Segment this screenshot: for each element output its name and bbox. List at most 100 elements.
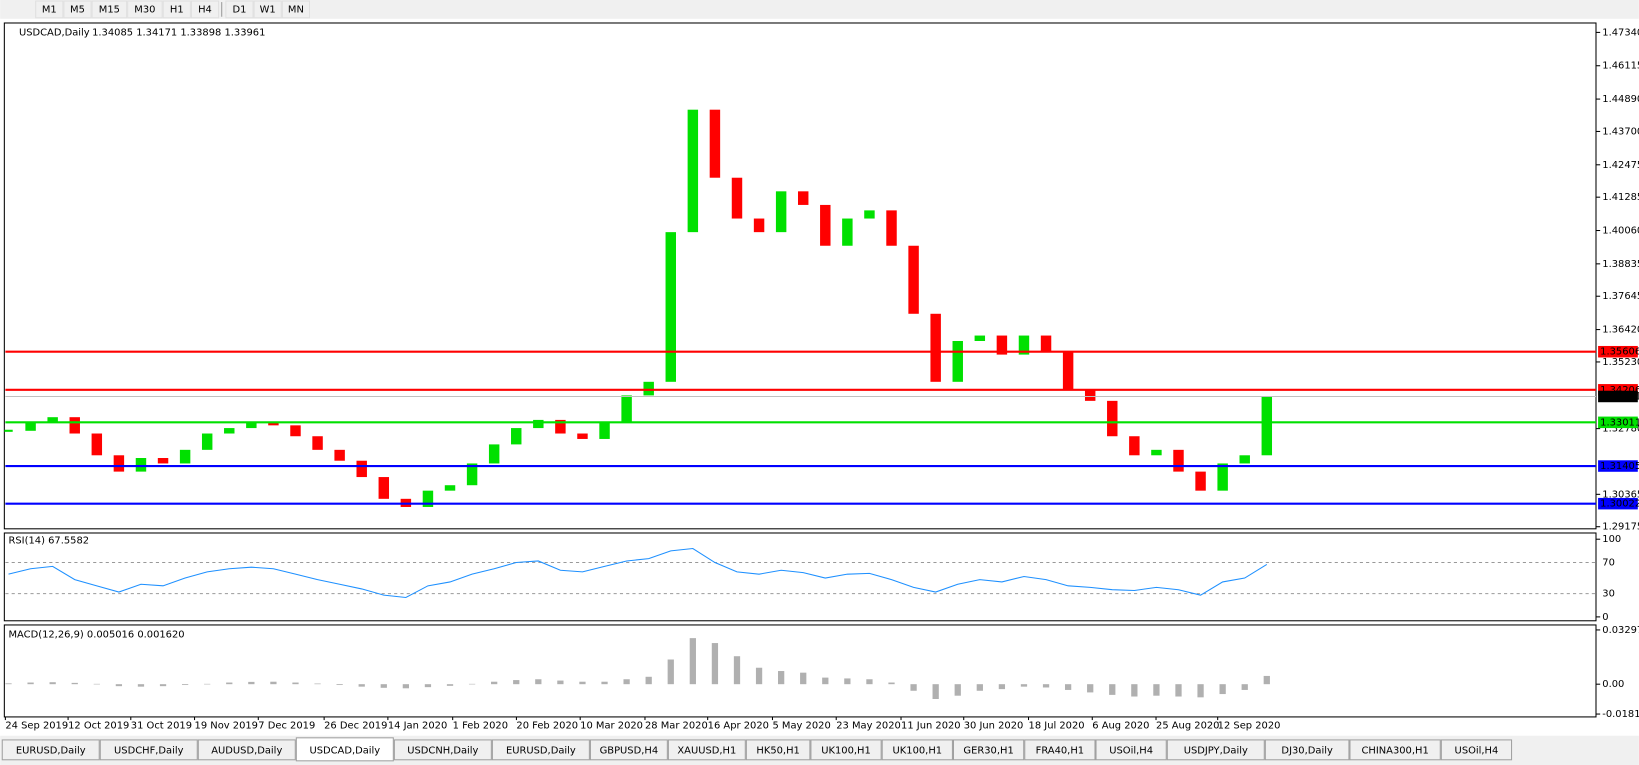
x-tick-label: 7 Dec 2019 xyxy=(258,720,315,731)
tab[interactable] xyxy=(1349,739,1441,761)
tab-label[interactable]: AUDUSD,Daily xyxy=(211,745,282,756)
macd-bar xyxy=(822,677,829,685)
y-tick-label: 1.36420 xyxy=(1602,325,1639,336)
macd-bar xyxy=(1064,684,1072,690)
macd-bar xyxy=(226,682,233,685)
tab-label[interactable]: HK50,H1 xyxy=(756,745,799,756)
tab-label[interactable]: USDCHF,Daily xyxy=(114,745,184,756)
macd-bar xyxy=(1042,684,1050,688)
tab-label[interactable]: EURUSD,Daily xyxy=(506,745,576,756)
tab-label[interactable]: USDCAD,Daily xyxy=(309,745,380,756)
timeframe-button[interactable] xyxy=(127,0,163,19)
tab-label[interactable]: FRA40,H1 xyxy=(1036,745,1084,756)
tab[interactable] xyxy=(295,737,394,762)
y-tick-label: 1.32780 xyxy=(1602,424,1639,435)
candle xyxy=(179,449,191,464)
x-tick-label: 12 Sep 2020 xyxy=(1218,720,1281,731)
timeframe-button[interactable] xyxy=(35,0,64,19)
timeframe-label[interactable]: H1 xyxy=(170,4,184,15)
tab[interactable] xyxy=(667,739,746,761)
macd-bar xyxy=(579,681,586,685)
timeframe-button[interactable] xyxy=(281,0,311,19)
timeframe-button[interactable] xyxy=(225,0,254,19)
tab[interactable] xyxy=(393,739,492,761)
tab[interactable] xyxy=(1264,739,1350,761)
candle xyxy=(533,419,544,429)
timeframe-label[interactable]: M5 xyxy=(70,4,85,15)
macd-bar xyxy=(932,684,939,699)
macd-bar xyxy=(204,683,211,685)
timeframe-button[interactable] xyxy=(162,0,191,19)
timeframe-label[interactable]: M1 xyxy=(42,4,57,15)
macd-bar xyxy=(1109,684,1116,695)
macd-tick-label: 0.00 xyxy=(1602,679,1624,690)
timeframe-button[interactable] xyxy=(253,0,282,19)
tab-label[interactable]: XAUUSD,H1 xyxy=(677,745,736,756)
tab-label[interactable]: USDCNH,Daily xyxy=(407,745,478,756)
macd-bar xyxy=(115,684,123,687)
tab-label[interactable]: GBPUSD,H4 xyxy=(600,745,659,756)
candle xyxy=(113,455,125,472)
candle xyxy=(246,422,257,429)
timeframe-label[interactable]: M30 xyxy=(134,4,155,15)
tab-label[interactable]: USDJPY,Daily xyxy=(1184,745,1248,756)
candle xyxy=(69,417,80,434)
candle xyxy=(952,340,963,382)
tab-label[interactable]: USOil,H4 xyxy=(1109,745,1153,756)
tab-label[interactable]: EURUSD,Daily xyxy=(16,745,86,756)
y-tick-label: 1.46115 xyxy=(1602,61,1639,72)
macd-bar xyxy=(513,680,520,685)
tab-label[interactable]: GER30,H1 xyxy=(963,745,1013,756)
tab[interactable] xyxy=(1,739,100,761)
timeframe-button[interactable] xyxy=(190,0,220,19)
timeframe-button[interactable] xyxy=(63,0,92,19)
candle xyxy=(599,422,610,439)
quote: 1.34085 1.34171 1.33898 1.33961 xyxy=(92,27,265,38)
macd-bar xyxy=(755,667,763,685)
macd-bar xyxy=(667,659,674,685)
tab-label[interactable]: DJ30,Daily xyxy=(1281,745,1333,756)
macd-bar xyxy=(292,682,299,685)
y-tick-label: 1.42475 xyxy=(1602,160,1639,171)
tab-label[interactable]: CHINA300,H1 xyxy=(1361,745,1428,756)
tab[interactable] xyxy=(491,739,590,761)
timeframe-label[interactable]: M15 xyxy=(99,4,120,15)
x-tick-label: 6 Aug 2020 xyxy=(1092,720,1149,731)
timeframe-label[interactable]: MN xyxy=(288,4,304,15)
macd-bar xyxy=(1197,684,1204,698)
tab[interactable] xyxy=(881,739,953,761)
y-tick-label: 1.29175 xyxy=(1602,522,1639,533)
macd-bar xyxy=(137,684,145,687)
timeframe-label[interactable]: H4 xyxy=(198,4,212,15)
candle xyxy=(797,191,809,205)
tab[interactable] xyxy=(1166,739,1265,761)
tab[interactable] xyxy=(1095,739,1167,761)
candle xyxy=(753,218,765,233)
candle xyxy=(1084,389,1096,401)
y-tick-label: 1.30365 xyxy=(1602,489,1639,500)
candle xyxy=(1261,396,1273,456)
tab-label[interactable]: UK100,H1 xyxy=(821,745,871,756)
tab[interactable] xyxy=(952,739,1025,761)
tab-label[interactable]: USOil,H4 xyxy=(1455,745,1499,756)
candle xyxy=(687,109,699,233)
timeframe-label[interactable]: D1 xyxy=(233,4,247,15)
x-tick-label: 19 Nov 2019 xyxy=(195,720,258,731)
candle xyxy=(643,381,654,396)
timeframe-button[interactable] xyxy=(91,0,128,19)
tab[interactable] xyxy=(1024,739,1096,761)
macd-bar xyxy=(998,684,1006,690)
y-tick-label: 1.37645 xyxy=(1602,291,1639,302)
level-label-box xyxy=(1598,384,1638,396)
tab-label[interactable]: UK100,H1 xyxy=(893,745,943,756)
tab[interactable] xyxy=(810,739,882,761)
tab[interactable] xyxy=(745,739,811,761)
tab[interactable] xyxy=(1440,739,1513,761)
tab[interactable] xyxy=(99,739,198,761)
macd-title: MACD(12,26,9) 0.005016 0.001620 xyxy=(9,629,185,640)
macd-bar xyxy=(1241,684,1248,690)
timeframe-label[interactable]: W1 xyxy=(260,4,276,15)
tab[interactable] xyxy=(589,739,668,761)
tab[interactable] xyxy=(197,739,296,761)
candle xyxy=(555,419,566,434)
